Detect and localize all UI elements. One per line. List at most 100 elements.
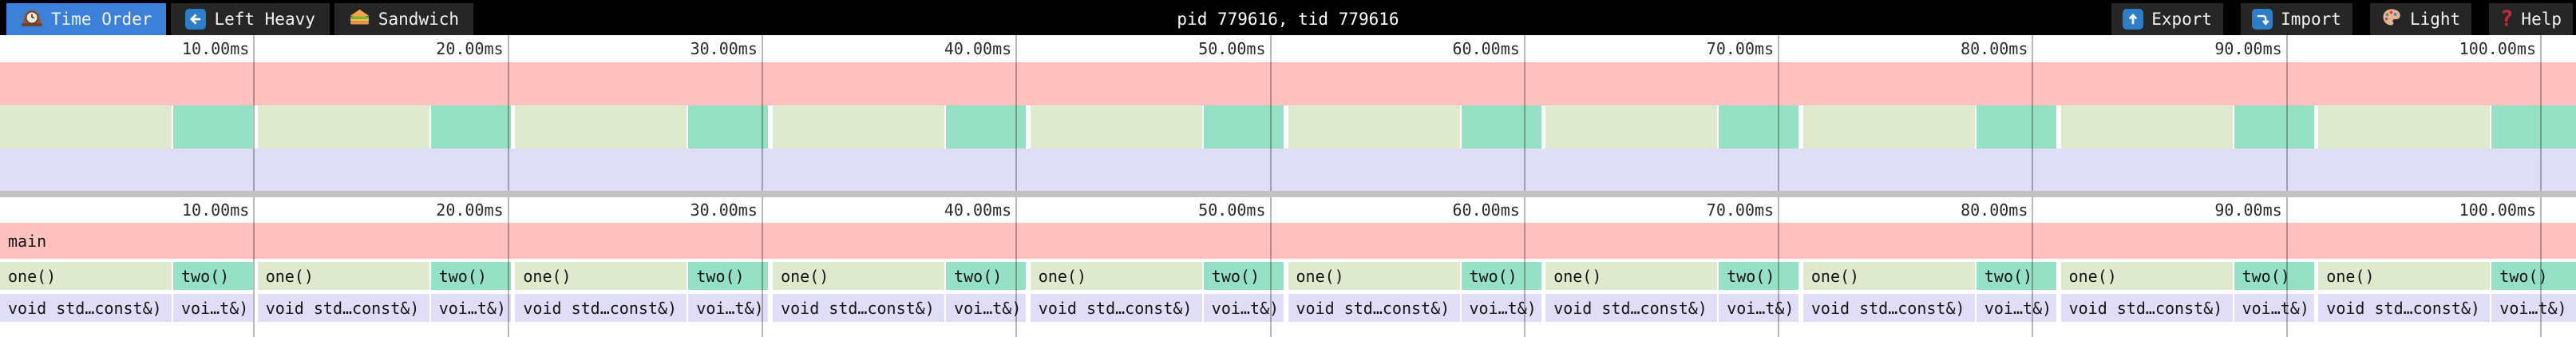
clock-icon xyxy=(21,6,43,32)
tab-time-order[interactable]: Time Order xyxy=(6,3,167,35)
tick-label: 80.00ms xyxy=(1961,39,2028,58)
tick-label: 40.00ms xyxy=(944,200,1012,220)
frame-two[interactable]: two() xyxy=(1203,262,1284,290)
minimap-overview[interactable] xyxy=(0,62,2576,191)
frame-one[interactable]: one() xyxy=(2060,262,2233,290)
tick-label: 60.00ms xyxy=(1452,39,1520,58)
export-icon xyxy=(2123,9,2144,30)
frame-one-detail[interactable]: void std…const&) xyxy=(1802,294,1975,322)
tick-label: 30.00ms xyxy=(690,200,758,220)
tick-label: 70.00ms xyxy=(1706,200,1775,220)
frame-two-detail[interactable]: voi…t&) xyxy=(688,294,769,322)
flamechart: 10.00ms 20.00ms 30.00ms 40.00ms 50.00ms 60.00… xyxy=(0,197,2576,337)
minimap-frame-two xyxy=(946,105,1027,149)
tick-label: 100.00ms xyxy=(2459,200,2536,220)
frame-two-detail[interactable]: voi…t&) xyxy=(1203,294,1284,322)
frame-one-detail[interactable]: void std…const&) xyxy=(773,294,945,322)
minimap-frame-two xyxy=(430,105,511,149)
frame-two-detail[interactable]: voi…t&) xyxy=(173,294,253,322)
frame-two[interactable]: two() xyxy=(1461,262,1541,290)
frame-one[interactable]: one() xyxy=(0,262,172,290)
frame-two[interactable]: two() xyxy=(430,262,511,290)
frame-one[interactable]: one() xyxy=(773,262,945,290)
frame-two-detail[interactable]: voi…t&) xyxy=(1719,294,1799,322)
action-label: Light xyxy=(2409,10,2461,29)
tick-label: 30.00ms xyxy=(690,39,758,58)
frame-one[interactable]: one() xyxy=(257,262,429,290)
frame-one-detail[interactable]: void std…const&) xyxy=(1545,294,1718,322)
frame-one-detail[interactable]: void std…const&) xyxy=(257,294,429,322)
tick-label: 50.00ms xyxy=(1198,39,1266,58)
frame-one-detail[interactable]: void std…const&) xyxy=(515,294,687,322)
frame-one-detail[interactable]: void std…const&) xyxy=(1288,294,1460,322)
minimap-band-calls xyxy=(0,105,2576,149)
frame-main[interactable]: main xyxy=(0,223,2576,259)
frame-two-detail[interactable]: voi…t&) xyxy=(1976,294,2056,322)
minimap-frame-two xyxy=(173,105,253,149)
frame-two[interactable]: two() xyxy=(688,262,769,290)
frame-one[interactable]: one() xyxy=(1030,262,1202,290)
tick-label: 90.00ms xyxy=(2214,39,2282,58)
frame-two[interactable]: two() xyxy=(2234,262,2314,290)
tab-label: Sandwich xyxy=(378,10,460,29)
action-label: Help xyxy=(2521,10,2562,29)
minimap-frame-two xyxy=(1719,105,1799,149)
frame-one-detail[interactable]: void std…const&) xyxy=(0,294,172,322)
frame-two-detail[interactable]: voi…t&) xyxy=(430,294,511,322)
tab-label: Left Heavy xyxy=(214,10,315,29)
minimap-frame-one xyxy=(1030,105,1202,149)
frame-one-detail[interactable]: void std…const&) xyxy=(2060,294,2233,322)
tick-label: 60.00ms xyxy=(1452,200,1520,220)
frame-two-detail[interactable]: voi…t&) xyxy=(1461,294,1541,322)
minimap-frame-two xyxy=(1976,105,2056,149)
import-icon xyxy=(2252,9,2273,30)
frame-one[interactable]: one() xyxy=(1802,262,1975,290)
help-button[interactable]: ? Help xyxy=(2489,3,2573,35)
frame-two-detail[interactable]: voi…t&) xyxy=(2234,294,2314,322)
tab-label: Time Order xyxy=(51,10,152,29)
tab-sandwich[interactable]: Sandwich xyxy=(334,3,474,35)
frame-one-detail[interactable]: void std…const&) xyxy=(1030,294,1202,322)
tick-label: 90.00ms xyxy=(2214,200,2282,220)
frame-two[interactable]: two() xyxy=(1719,262,1799,290)
export-button[interactable]: Export xyxy=(2111,3,2224,35)
sandwich-icon xyxy=(349,7,370,31)
action-label: Import xyxy=(2281,10,2341,29)
frame-row-calls: one() two() one() two() one() two() one() two()… xyxy=(0,262,2576,290)
minimap-frame-two xyxy=(1461,105,1541,149)
frame-one[interactable]: one() xyxy=(515,262,687,290)
frame-one[interactable]: one() xyxy=(1545,262,1718,290)
tick-label: 20.00ms xyxy=(436,39,504,58)
flamechart-time-axis: 10.00ms 20.00ms 30.00ms 40.00ms 50.00ms 60.00… xyxy=(0,197,2576,223)
minimap-band-main xyxy=(0,62,2576,105)
tick-label: 10.00ms xyxy=(182,200,250,220)
import-button[interactable]: Import xyxy=(2241,3,2352,35)
frame-two[interactable]: two() xyxy=(946,262,1027,290)
frame-two-detail[interactable]: voi…t&) xyxy=(2491,294,2576,322)
minimap-frame-two xyxy=(2491,105,2576,149)
tab-left-heavy[interactable]: Left Heavy xyxy=(171,3,330,35)
minimap-frame-two xyxy=(2234,105,2314,149)
help-icon: ? xyxy=(2500,6,2514,31)
frame-two[interactable]: two() xyxy=(173,262,253,290)
frame-two-detail[interactable]: voi…t&) xyxy=(946,294,1027,322)
minimap-frame-one xyxy=(1545,105,1718,149)
tick-label: 100.00ms xyxy=(2459,39,2536,58)
tick-label: 20.00ms xyxy=(436,200,504,220)
tick-label: 40.00ms xyxy=(944,39,1012,58)
frame-one[interactable]: one() xyxy=(1288,262,1460,290)
frame-two[interactable]: two() xyxy=(1976,262,2056,290)
minimap-frame-one xyxy=(1802,105,1975,149)
minimap-frame-two xyxy=(688,105,769,149)
frame-one-detail[interactable]: void std…const&) xyxy=(2318,294,2491,322)
minimap-frame-one xyxy=(1288,105,1460,149)
minimap-frame-one xyxy=(257,105,429,149)
minimap-time-axis: 10.00ms 20.00ms 30.00ms 40.00ms 50.00ms 60.00… xyxy=(0,35,2576,62)
theme-toggle-button[interactable]: Light xyxy=(2369,3,2472,35)
minimap-frame-one xyxy=(0,105,172,149)
frame-two[interactable]: two() xyxy=(2491,262,2576,290)
frame-one[interactable]: one() xyxy=(2318,262,2491,290)
minimap-frame-one xyxy=(515,105,687,149)
minimap-frame-one xyxy=(2318,105,2491,149)
